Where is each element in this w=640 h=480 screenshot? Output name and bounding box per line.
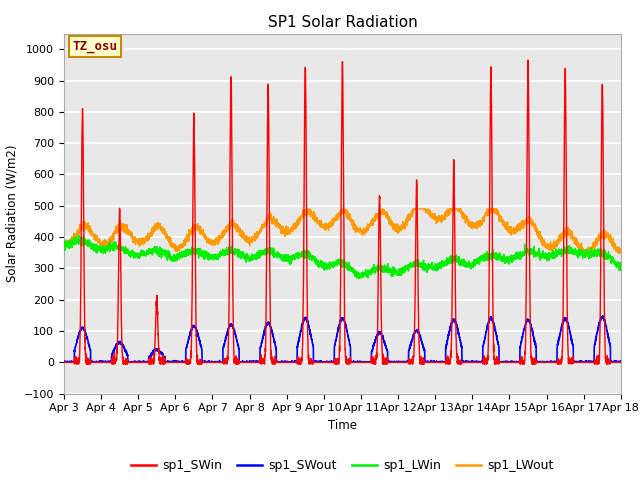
sp1_SWout: [616, 360, 624, 365]
sp1_SWin: [524, 57, 532, 63]
Title: SP1 Solar Radiation: SP1 Solar Radiation: [268, 15, 417, 30]
Legend: sp1_SWin, sp1_SWout, sp1_LWin, sp1_LWout: sp1_SWin, sp1_SWout, sp1_LWin, sp1_LWout: [126, 455, 559, 477]
sp1_SWin: [161, 355, 168, 361]
Text: TZ_osu: TZ_osu: [72, 40, 117, 53]
sp1_SWout: [599, 313, 607, 319]
Line: sp1_SWin: sp1_SWin: [64, 60, 621, 364]
sp1_SWin: [617, 360, 625, 365]
sp1_LWout: [322, 223, 330, 228]
sp1_LWout: [467, 225, 475, 231]
sp1_LWout: [436, 217, 444, 223]
sp1_LWout: [160, 226, 168, 231]
sp1_LWout: [60, 241, 68, 247]
sp1_LWin: [468, 261, 476, 267]
sp1_LWout: [582, 252, 589, 258]
sp1_LWin: [60, 241, 68, 247]
sp1_LWout: [499, 219, 507, 225]
sp1_SWout: [60, 359, 68, 364]
Line: sp1_LWin: sp1_LWin: [64, 236, 621, 278]
sp1_SWin: [70, 361, 78, 367]
sp1_LWin: [436, 264, 444, 269]
sp1_SWout: [467, 359, 475, 365]
sp1_LWin: [355, 276, 362, 281]
Line: sp1_LWout: sp1_LWout: [64, 209, 621, 255]
sp1_LWin: [617, 267, 625, 273]
sp1_SWin: [467, 360, 475, 365]
sp1_LWin: [616, 267, 624, 273]
sp1_SWin: [436, 360, 444, 365]
Y-axis label: Solar Radiation (W/m2): Solar Radiation (W/m2): [5, 145, 19, 282]
sp1_LWin: [76, 233, 83, 239]
sp1_LWin: [499, 254, 507, 260]
sp1_LWout: [303, 206, 310, 212]
Line: sp1_SWout: sp1_SWout: [64, 316, 621, 362]
sp1_SWout: [617, 358, 625, 364]
X-axis label: Time: Time: [328, 419, 357, 432]
sp1_SWout: [61, 360, 69, 365]
sp1_SWin: [616, 360, 624, 365]
sp1_SWout: [161, 354, 168, 360]
sp1_SWout: [322, 360, 330, 365]
sp1_SWout: [499, 360, 507, 365]
sp1_SWin: [499, 360, 507, 365]
sp1_SWin: [322, 360, 330, 365]
sp1_SWout: [436, 360, 444, 365]
sp1_LWout: [616, 247, 624, 252]
sp1_LWout: [617, 251, 625, 256]
sp1_LWin: [322, 264, 330, 270]
sp1_SWin: [60, 360, 68, 365]
sp1_LWin: [161, 248, 168, 253]
